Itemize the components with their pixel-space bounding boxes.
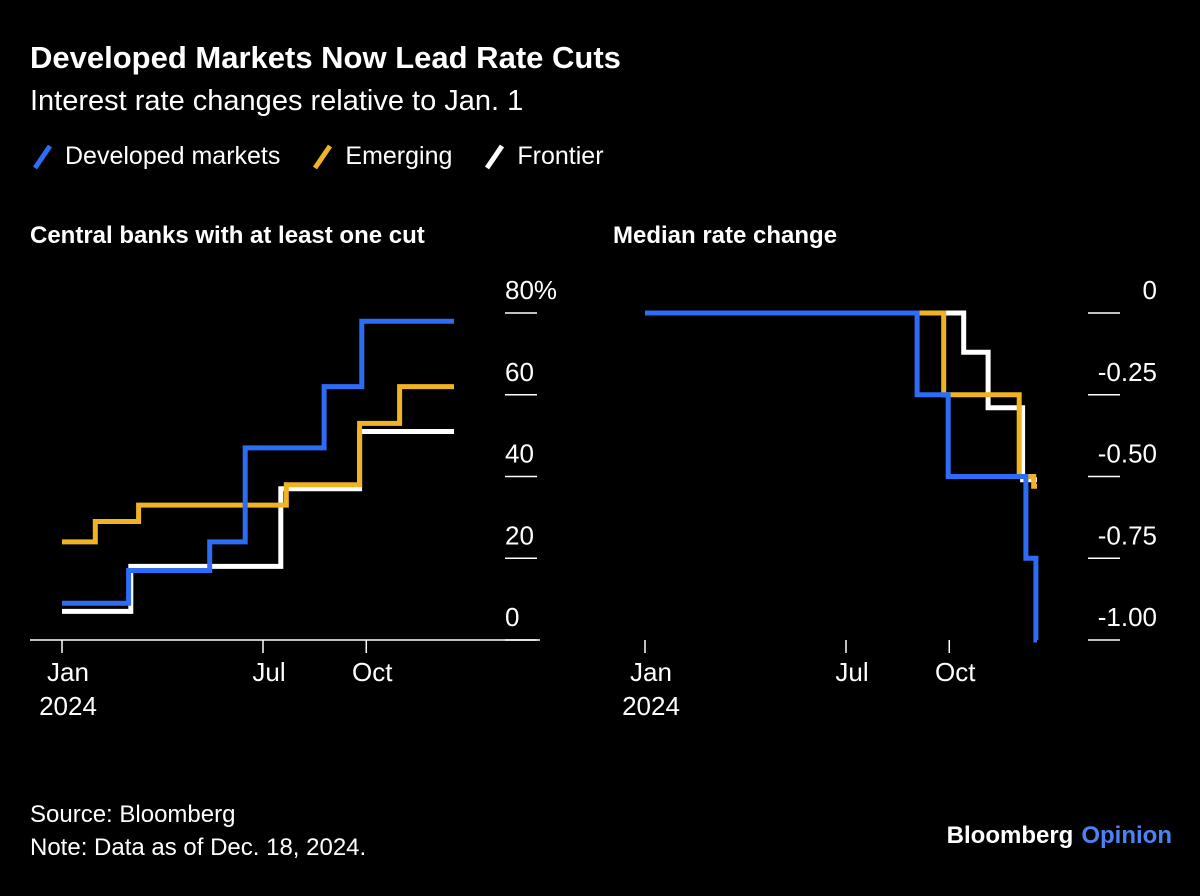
note-text: Note: Data as of Dec. 18, 2024.: [30, 834, 367, 861]
legend-item-label: Frontier: [517, 142, 604, 170]
legend-item-developed: Developed markets: [30, 142, 280, 171]
x-axis-sublabel: 2024: [39, 691, 97, 721]
series-line-emerging: [645, 310, 1037, 489]
x-axis-label: Jan: [47, 657, 89, 687]
legend-item-frontier: Frontier: [482, 142, 604, 171]
x-axis-label: Oct: [935, 657, 976, 687]
y-axis-label: -0.75: [1098, 520, 1157, 550]
left-chart-title: Central banks with at least one cut: [30, 222, 425, 249]
x-axis-label: Jul: [252, 657, 285, 687]
series-line-frontier: [645, 310, 1037, 483]
developed-markets-slash-icon: [30, 143, 54, 171]
right-chart-title: Median rate change: [613, 222, 838, 249]
x-axis-label: Oct: [352, 657, 393, 687]
x-axis-sublabel: 2024: [622, 691, 680, 721]
y-axis-label: -1.00: [1098, 602, 1157, 632]
y-axis-label: 0: [505, 602, 519, 632]
footer-notes: Source: Bloomberg Note: Data as of Dec. …: [30, 798, 366, 864]
y-axis-label: 60: [505, 357, 534, 387]
brand-opinion-text: Opinion: [1081, 822, 1172, 849]
series-line-emerging: [62, 384, 454, 545]
legend-item-label: Developed markets: [65, 142, 281, 170]
x-axis-label: Jul: [835, 657, 868, 687]
page-title: Developed Markets Now Lead Rate Cuts: [30, 40, 621, 75]
y-axis-label: -0.25: [1098, 357, 1157, 387]
legend: Developed markets Emerging Frontier: [30, 142, 604, 171]
frontier-slash-icon: [482, 143, 506, 171]
y-axis-label: -0.50: [1098, 439, 1157, 469]
central-banks-cut-step-chart: 80% 60 40 20 0 Jan 2024 Jul Oct: [30, 275, 557, 721]
y-axis-label: 40: [505, 439, 534, 469]
series-line-developed-markets: [62, 318, 454, 606]
legend-item-emerging: Emerging: [310, 142, 452, 171]
source-text: Source: Bloomberg: [30, 801, 236, 828]
median-rate-change-step-chart: 0 -0.25 -0.50 -0.75 -1.00 Jan 2024 Jul Oct: [622, 275, 1157, 721]
brand-text: Bloomberg: [946, 822, 1074, 849]
y-axis-label: 0: [1143, 275, 1157, 305]
page-subtitle: Interest rate changes relative to Jan. 1: [30, 85, 524, 117]
series-line-developed-markets: [645, 310, 1039, 643]
legend-item-label: Emerging: [345, 142, 453, 170]
bloomberg-opinion-logo: Bloomberg Opinion: [947, 822, 1172, 850]
emerging-slash-icon: [310, 143, 334, 171]
y-axis-label: 20: [505, 520, 534, 550]
y-axis-label: 80%: [505, 275, 557, 305]
x-axis-label: Jan: [630, 657, 672, 687]
